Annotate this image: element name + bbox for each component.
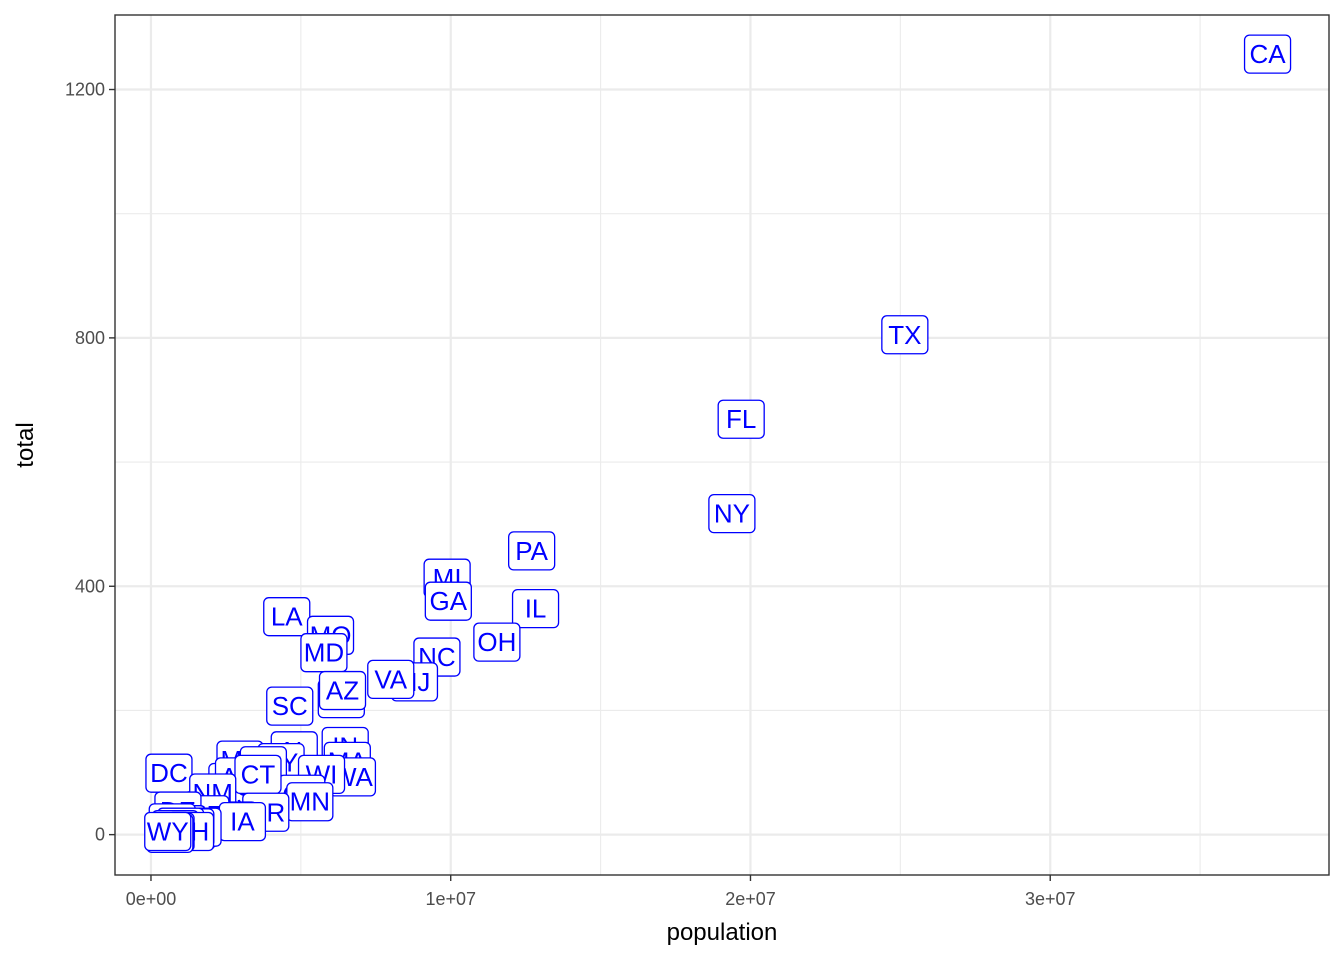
y-tick-label: 0 bbox=[95, 825, 105, 845]
point-label-fl: FL bbox=[717, 399, 765, 439]
label-text: PA bbox=[515, 536, 548, 566]
x-tick-label: 3e+07 bbox=[1025, 889, 1076, 909]
x-axis: 0e+00 1e+07 2e+07 3e+07 bbox=[126, 875, 1076, 909]
label-text: IA bbox=[230, 807, 255, 837]
x-tick-label: 0e+00 bbox=[126, 889, 177, 909]
label-text: OH bbox=[477, 627, 516, 657]
point-label-ga: GA bbox=[424, 581, 472, 621]
plot-background bbox=[115, 15, 1329, 875]
point-label-ny: NY bbox=[708, 493, 756, 534]
point-label-va: VA bbox=[367, 659, 415, 700]
point-label-sc: SC bbox=[266, 686, 314, 726]
point-label-md: MD bbox=[300, 633, 348, 673]
label-box bbox=[881, 315, 929, 355]
x-tick-label: 1e+07 bbox=[425, 889, 476, 909]
plot-panel-border bbox=[114, 14, 1330, 876]
point-label-ct: CT bbox=[234, 754, 282, 795]
point-label-la: LA bbox=[263, 597, 311, 637]
label-box bbox=[367, 659, 415, 700]
point-label-tx: TX bbox=[881, 315, 929, 355]
minor-gridlines bbox=[115, 15, 1329, 875]
label-box bbox=[424, 581, 472, 621]
label-box bbox=[144, 811, 192, 852]
label-text: MD bbox=[304, 638, 344, 668]
label-text: TX bbox=[888, 320, 921, 350]
y-tick-label: 1200 bbox=[65, 80, 105, 100]
label-box bbox=[717, 399, 765, 439]
point-label-az: AZ bbox=[318, 670, 367, 711]
major-gridlines bbox=[115, 15, 1329, 875]
label-box bbox=[511, 588, 560, 629]
y-tick-label: 400 bbox=[75, 576, 105, 596]
y-axis-title: total bbox=[12, 422, 39, 467]
point-label-ia: IA bbox=[218, 801, 267, 842]
label-text: NY bbox=[714, 499, 750, 529]
point-label-wy: WY bbox=[144, 811, 192, 852]
label-text: MN bbox=[290, 787, 330, 817]
label-text: AZ bbox=[326, 676, 359, 706]
label-box bbox=[508, 531, 556, 571]
label-text: IL bbox=[525, 594, 547, 624]
label-box bbox=[708, 493, 756, 534]
point-label-oh: OH bbox=[473, 622, 521, 662]
label-text: GA bbox=[430, 586, 468, 616]
label-text: CA bbox=[1249, 39, 1286, 69]
x-tick-label: 2e+07 bbox=[725, 889, 776, 909]
label-text: LA bbox=[271, 602, 303, 632]
label-box bbox=[473, 622, 521, 662]
point-label-il: IL bbox=[511, 588, 560, 629]
label-box bbox=[318, 670, 367, 711]
point-label-pa: PA bbox=[508, 531, 556, 571]
point-label-dc: DC bbox=[145, 753, 193, 793]
label-text: SC bbox=[272, 691, 308, 721]
label-box bbox=[266, 686, 314, 726]
point-labels: CATXFLNYPAMIGAILLAMOOHMDNCNJVATNSCAZINAL… bbox=[144, 34, 1292, 854]
label-box bbox=[1243, 34, 1292, 74]
y-axis: 0 400 800 1200 bbox=[65, 80, 115, 845]
y-tick-label: 800 bbox=[75, 328, 105, 348]
label-text: VA bbox=[374, 664, 407, 694]
label-text: CT bbox=[241, 759, 276, 789]
label-text: WY bbox=[147, 817, 189, 847]
point-label-mn: MN bbox=[286, 782, 334, 822]
label-text: FL bbox=[726, 404, 756, 434]
x-axis-title: population bbox=[667, 919, 778, 946]
label-text: DC bbox=[150, 758, 188, 788]
point-label-ca: CA bbox=[1243, 34, 1292, 74]
